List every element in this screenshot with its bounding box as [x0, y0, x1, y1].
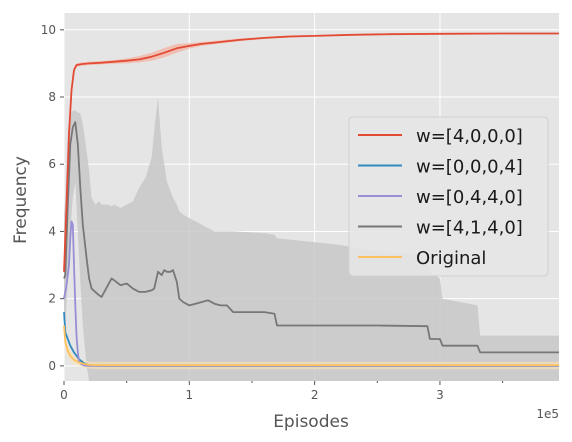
y-tick-label: 6	[48, 157, 56, 171]
legend-box	[348, 116, 549, 277]
x-tick-label: 1	[185, 388, 193, 402]
x-tick-label: 3	[436, 388, 444, 402]
x-axis-offset-label: 1e5	[536, 407, 559, 421]
y-tick-label: 4	[48, 224, 56, 238]
y-tick-label: 0	[48, 359, 56, 373]
series-band	[64, 97, 559, 381]
series-line	[63, 32, 559, 272]
series-line	[63, 121, 559, 354]
y-tick-label: 8	[48, 90, 56, 104]
x-tick-label: 0	[60, 388, 68, 402]
y-axis-label: Frequency	[11, 156, 31, 244]
y-tick-label: 10	[41, 23, 56, 37]
legend-label: Original	[416, 248, 486, 269]
series-lines	[63, 32, 559, 367]
legend-label: w=[0,4,4,0]	[416, 187, 523, 208]
legend-label: w=[0,0,0,4]	[416, 157, 523, 178]
x-tick-label: 2	[311, 388, 319, 402]
series-band	[64, 315, 559, 370]
legend: w=[4,0,0,0] w=[0,0,0,4] w=[0,4,4,0] w=[4,1,…	[348, 116, 549, 277]
x-axis-label: Episodes	[273, 412, 349, 432]
legend-label: w=[4,0,0,0]	[416, 126, 523, 147]
x-axis-ticks: 0 1 2 3	[60, 381, 504, 402]
legend-label: w=[4,1,4,0]	[416, 218, 523, 239]
series-line	[63, 325, 559, 367]
y-tick-label: 2	[48, 292, 56, 306]
confidence-bands	[64, 33, 559, 381]
y-axis-ticks: 0 2 4 6 8 10	[41, 23, 64, 373]
